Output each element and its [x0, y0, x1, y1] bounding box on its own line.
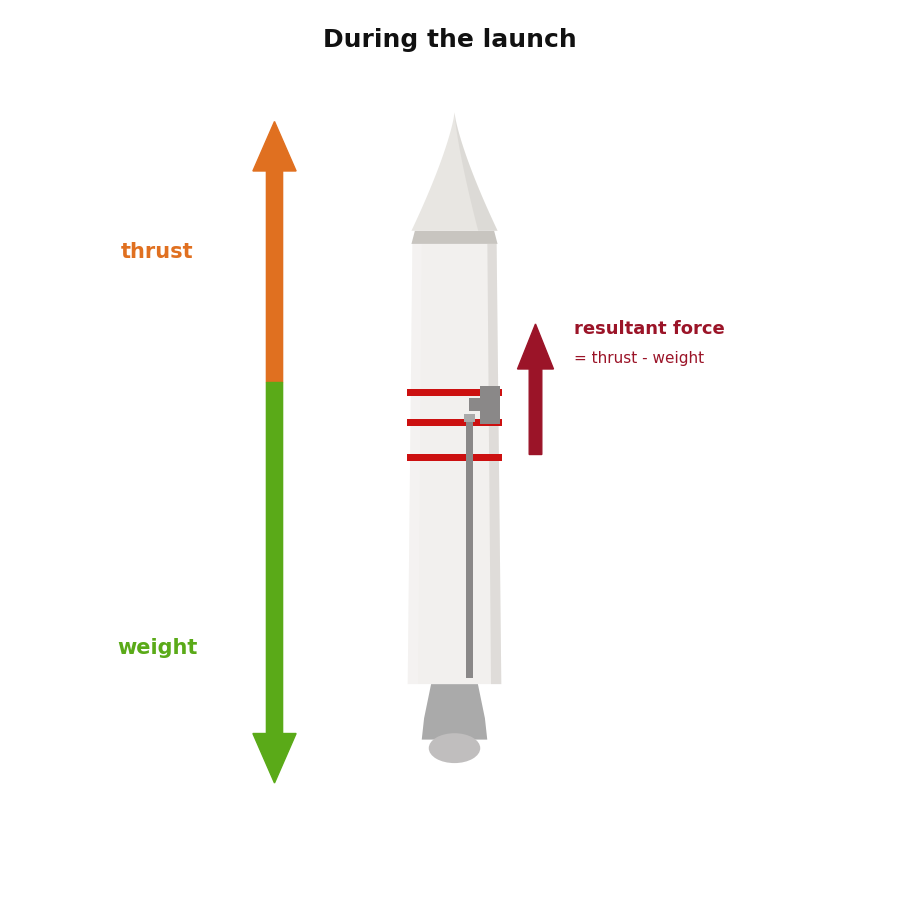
Polygon shape	[408, 244, 421, 684]
FancyArrow shape	[253, 122, 296, 382]
Bar	[407, 454, 502, 461]
Bar	[407, 419, 502, 426]
Bar	[481, 386, 500, 425]
Text: thrust: thrust	[122, 242, 194, 262]
Polygon shape	[454, 112, 498, 230]
Text: = thrust - weight: = thrust - weight	[574, 351, 705, 365]
Ellipse shape	[428, 734, 481, 763]
Polygon shape	[408, 244, 501, 684]
Bar	[469, 398, 481, 411]
Bar	[407, 390, 502, 396]
FancyArrow shape	[518, 324, 554, 454]
Bar	[466, 418, 473, 678]
Bar	[464, 414, 475, 422]
Text: During the launch: During the launch	[323, 29, 577, 52]
Polygon shape	[411, 230, 498, 244]
Polygon shape	[411, 112, 498, 230]
Text: resultant force: resultant force	[574, 320, 725, 338]
Polygon shape	[488, 244, 501, 684]
Polygon shape	[422, 684, 487, 740]
FancyArrow shape	[253, 382, 296, 783]
Text: weight: weight	[117, 638, 198, 658]
